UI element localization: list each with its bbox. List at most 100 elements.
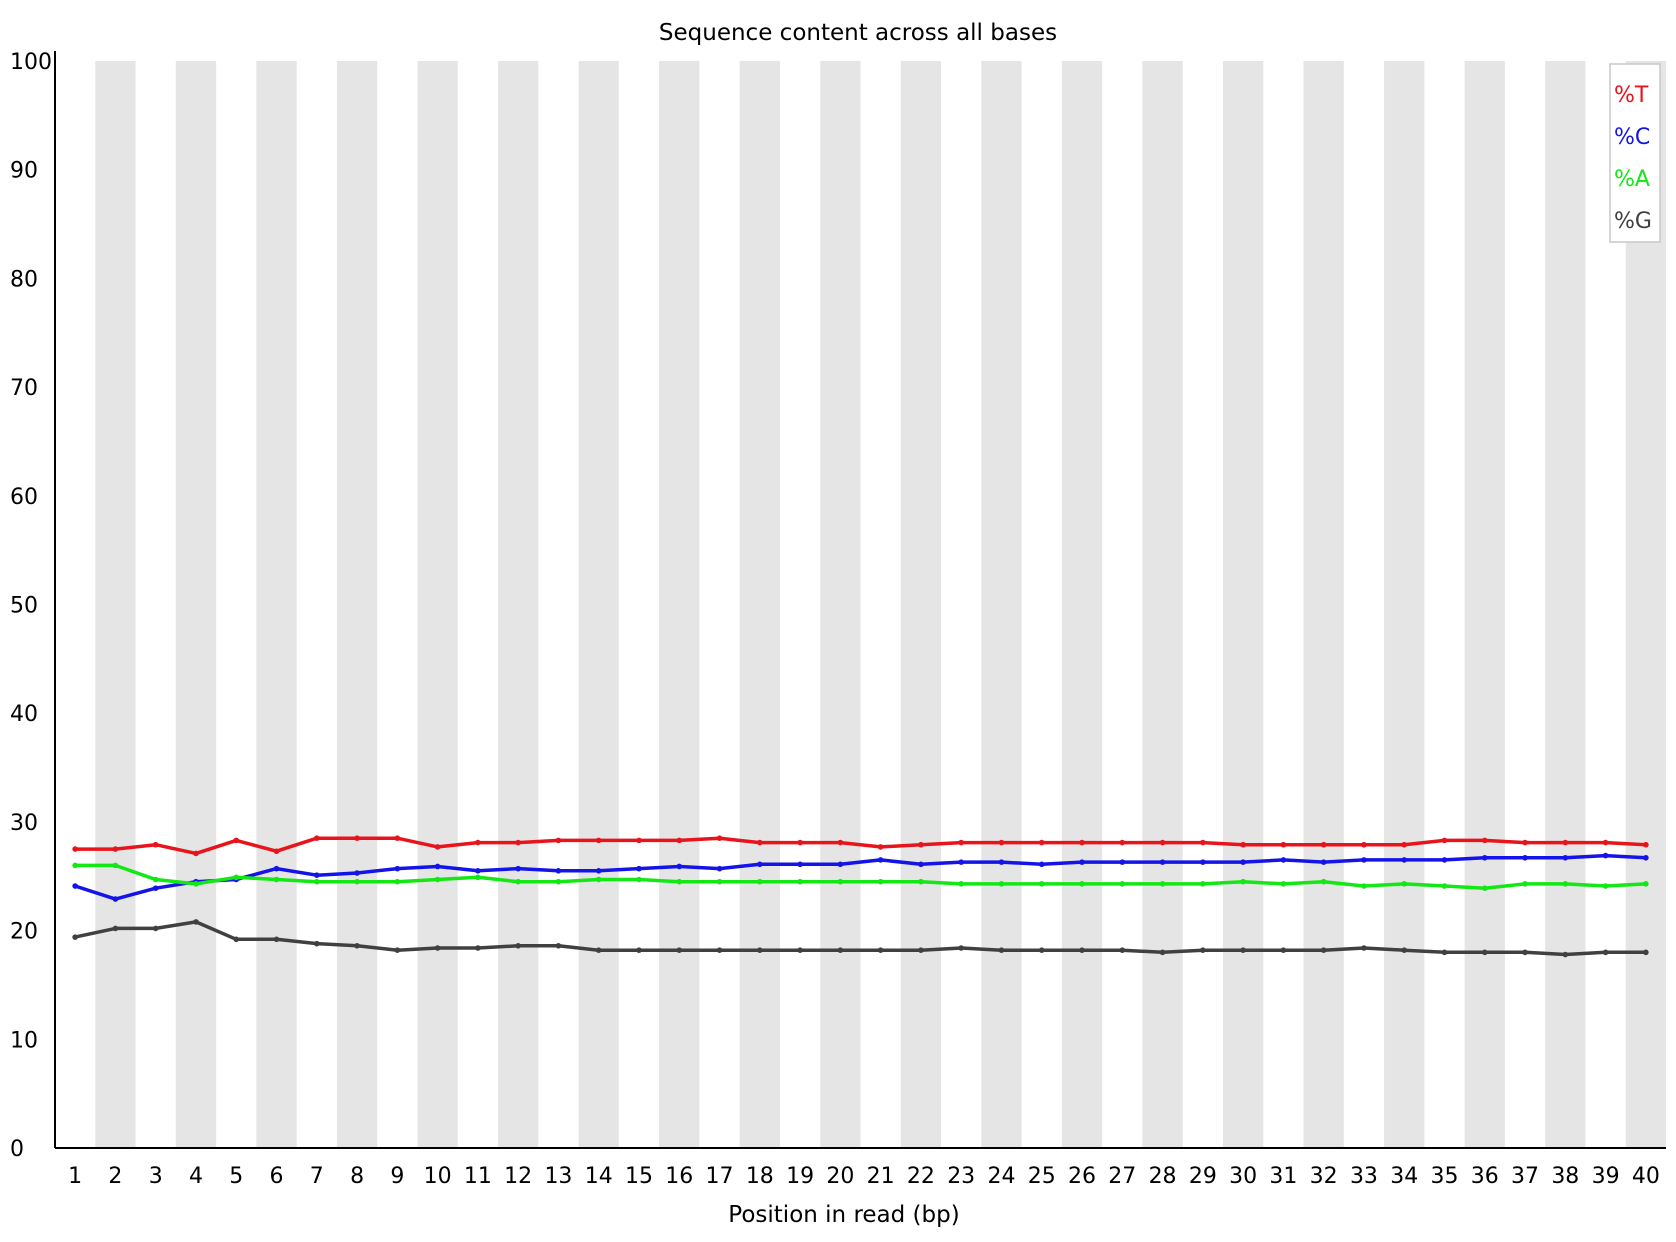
series-g-point: [1361, 945, 1367, 951]
y-tick-label: 100: [10, 50, 52, 75]
band-38: [1545, 61, 1586, 1148]
series-c-point: [1401, 857, 1408, 863]
series-c-point: [555, 868, 562, 874]
series-c-point: [918, 861, 924, 868]
series-t-point: [112, 846, 119, 852]
x-tick-label: 21: [867, 1164, 895, 1189]
series-c-point: [1280, 857, 1287, 863]
series-a-point: [837, 878, 844, 885]
series-c-point: [1441, 857, 1448, 863]
series-c-point: [1200, 859, 1206, 865]
series-g-point: [958, 945, 964, 951]
x-tick-label: 15: [625, 1164, 653, 1189]
series-g-point: [1441, 949, 1448, 956]
x-tick-label: 29: [1189, 1164, 1217, 1189]
axes: [54, 51, 1666, 1149]
series-c-point: [1522, 854, 1528, 861]
series-a-point: [394, 878, 401, 885]
series-g-point: [555, 943, 562, 949]
series-c-point: [1643, 854, 1649, 861]
series-t-point: [676, 837, 683, 844]
series-g-point: [636, 947, 642, 953]
band-4: [175, 61, 217, 1148]
series-c-point: [515, 865, 521, 872]
x-tick-label: 8: [350, 1164, 364, 1189]
series-a-point: [1602, 883, 1609, 889]
x-tick-label: 34: [1390, 1164, 1418, 1189]
series-t-point: [475, 839, 481, 846]
series-g-point: [434, 945, 441, 951]
y-tick-label: 30: [10, 811, 38, 836]
series-t-line: [75, 836, 1646, 856]
series-c-point: [636, 865, 642, 872]
series-a-point: [1643, 881, 1649, 887]
series-t-point: [1280, 841, 1287, 848]
legend-item-a: %A: [1614, 167, 1650, 192]
series-g-point: [595, 947, 602, 953]
series-c-point: [1079, 859, 1085, 865]
series-t-point: [1481, 837, 1488, 844]
series-c-point: [1320, 859, 1327, 865]
x-tick-label: 17: [706, 1164, 734, 1189]
legend: %T %C %A %G: [1609, 63, 1661, 243]
series-g-point: [475, 945, 481, 951]
series-a-point: [112, 862, 119, 869]
series-t-point: [152, 841, 159, 848]
series-c-point: [716, 865, 723, 872]
series-c-point: [273, 865, 280, 872]
series-c-point: [797, 861, 803, 868]
series-t-point: [716, 835, 723, 842]
series-t-point: [636, 837, 642, 844]
series-c-point: [837, 861, 844, 868]
x-tick-label: 40: [1632, 1164, 1660, 1189]
series-a-point: [313, 878, 320, 885]
series-t-point: [757, 839, 763, 846]
series-a-point: [1159, 881, 1166, 887]
band-10: [417, 61, 458, 1148]
y-tick-label: 20: [10, 920, 38, 945]
x-tick-label: 13: [544, 1164, 572, 1189]
series-c-point: [434, 863, 441, 870]
y-tick-label: 40: [10, 702, 38, 727]
series-t-point: [797, 839, 803, 846]
x-tick-label: 6: [270, 1164, 284, 1189]
y-tick-label: 80: [10, 267, 38, 292]
series-t-point: [1562, 839, 1569, 846]
series-t-point: [918, 841, 924, 848]
series-a-point: [233, 874, 240, 881]
band-6: [256, 61, 297, 1148]
series-t-point: [1602, 839, 1609, 846]
series-g-point: [918, 947, 924, 953]
series-g-point: [273, 936, 280, 943]
series-c-point: [152, 885, 159, 892]
series-a-point: [193, 881, 199, 887]
x-tick-label: 5: [229, 1164, 243, 1189]
x-tick-label: 22: [907, 1164, 935, 1189]
series-a-point: [1079, 881, 1085, 887]
series-a-point: [1401, 881, 1408, 887]
series-g-point: [1038, 947, 1045, 953]
series-a-point: [515, 878, 521, 885]
series-c-point: [757, 861, 763, 868]
series-a-point: [434, 876, 441, 883]
series-g-point: [1562, 951, 1569, 958]
band-24: [981, 61, 1022, 1148]
series-c-point: [998, 859, 1005, 865]
series-a-point: [1038, 881, 1045, 887]
series-g: [72, 919, 1649, 958]
legend-box: [1609, 63, 1661, 243]
series-a-point: [475, 874, 481, 881]
series-c-point: [313, 872, 320, 878]
x-tick-label: 11: [464, 1164, 492, 1189]
series-g-point: [1481, 949, 1488, 956]
x-tick-label: 26: [1068, 1164, 1096, 1189]
x-tick-label: 10: [424, 1164, 452, 1189]
series-t-point: [273, 848, 280, 855]
series-c-point: [676, 863, 683, 870]
series-g-point: [716, 947, 723, 953]
series-a-point: [1441, 883, 1448, 889]
series-a-point: [1119, 881, 1126, 887]
series-g-point: [837, 947, 844, 953]
series-g-point: [1119, 947, 1126, 953]
series-g-point: [1200, 947, 1206, 953]
